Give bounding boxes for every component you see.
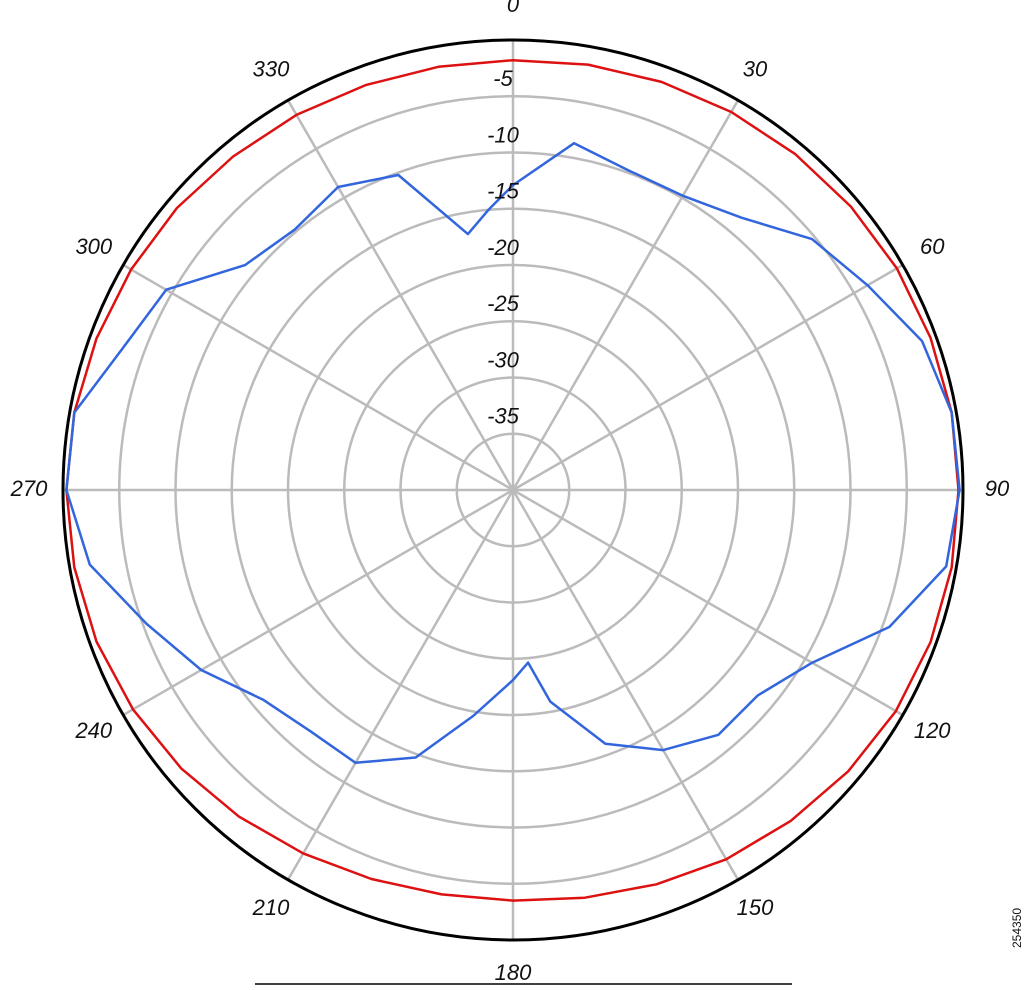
grid-spoke [286,489,515,881]
r-tick-label: -25 [487,291,520,316]
theta-tick-label: 90 [985,476,1010,501]
grid-spoke [511,489,740,881]
grid-spoke [286,99,515,491]
theta-tick-label: 30 [743,57,768,82]
r-tick-label: -15 [487,179,520,204]
theta-tick-label: 210 [252,895,290,920]
figure-id: 254350 [1010,908,1024,948]
grid-spoke [511,99,740,491]
r-tick-label: -10 [487,122,520,147]
r-tick-label: -30 [487,347,520,372]
r-tick-label: -35 [487,404,520,429]
theta-tick-label: 0 [507,0,520,17]
grid-spoke [122,263,514,492]
r-tick-label: -20 [487,235,520,260]
outer-ring [61,38,965,942]
theta-tick-label: 270 [10,476,48,501]
pattern-line [65,141,961,765]
grid-spoke [512,263,904,492]
theta-tick-label: 330 [253,57,290,82]
theta-tick-label: 300 [75,234,112,259]
grid-spoke [122,488,514,717]
theta-tick-label: 60 [920,234,945,259]
pattern-line [65,58,960,902]
theta-tick-label: 150 [737,895,774,920]
r-tick-label: -5 [493,66,513,91]
theta-tick-label: 240 [74,718,112,743]
theta-tick-label: 180 [495,960,532,985]
theta-tick-label: 120 [914,718,951,743]
grid-spoke [512,488,904,717]
